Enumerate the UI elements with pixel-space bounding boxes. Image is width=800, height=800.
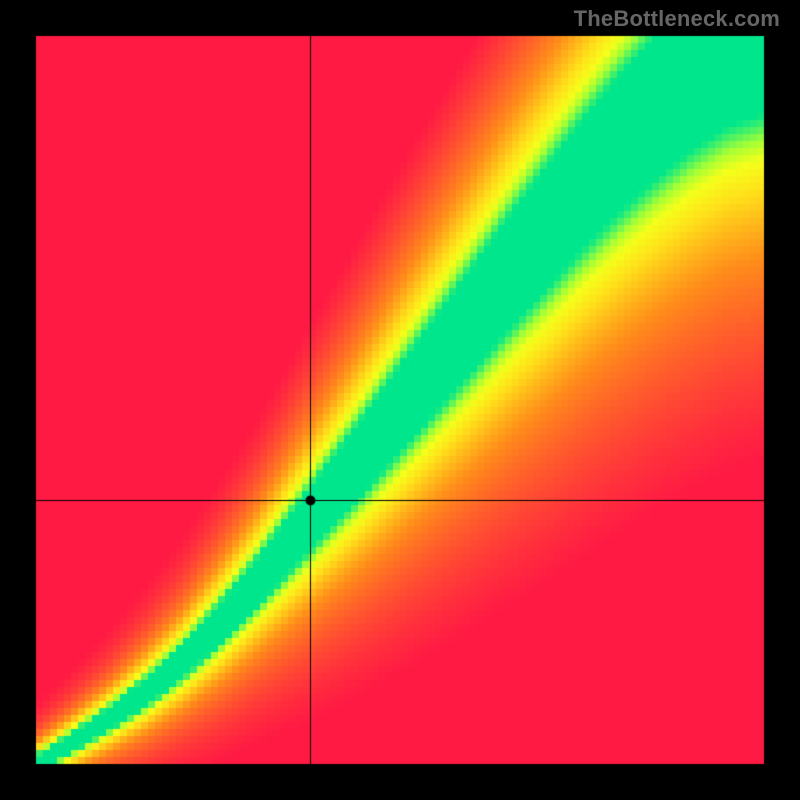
watermark-text: TheBottleneck.com — [574, 6, 780, 32]
chart-container: TheBottleneck.com — [0, 0, 800, 800]
heatmap-canvas — [0, 0, 800, 800]
